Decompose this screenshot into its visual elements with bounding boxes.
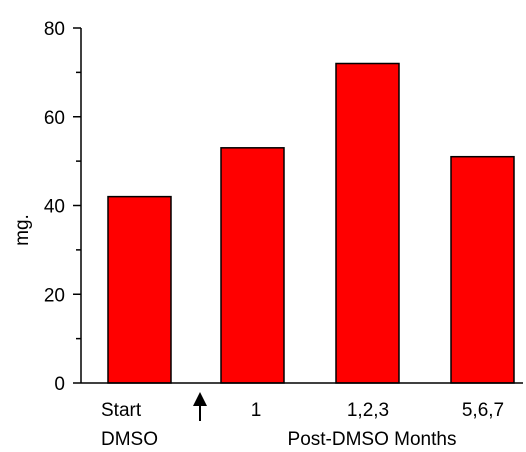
x-axis-label: Post-DMSO Months	[288, 429, 457, 450]
bar-2	[220, 147, 285, 384]
x-tick-label: DMSO	[101, 429, 158, 450]
y-axis-label: mg.	[12, 214, 33, 246]
y-axis-ticks: 0 20 40 60 80	[44, 19, 81, 395]
x-tick-label: Start	[101, 400, 142, 421]
x-tick-label: 5,6,7	[462, 400, 504, 421]
bar-3	[335, 62, 400, 384]
y-tick-label: 20	[44, 285, 65, 306]
up-arrow-icon	[193, 392, 207, 421]
bar-4	[450, 155, 515, 384]
y-tick-label: 40	[44, 197, 65, 218]
bars	[107, 62, 515, 384]
y-tick-label: 80	[44, 19, 65, 40]
bar-1	[107, 195, 172, 384]
x-tick-label: 1,2,3	[347, 400, 389, 421]
x-tick-labels: Start DMSO 1 1,2,3 5,6,7	[101, 400, 504, 450]
y-tick-label: 60	[44, 108, 65, 129]
x-tick-label: 1	[251, 400, 262, 421]
y-tick-label: 0	[54, 374, 65, 395]
